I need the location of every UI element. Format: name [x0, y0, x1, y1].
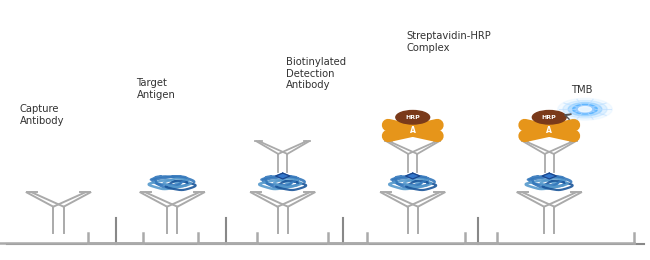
Polygon shape — [542, 173, 556, 179]
Text: HRP: HRP — [542, 115, 556, 120]
Circle shape — [576, 106, 594, 113]
Polygon shape — [406, 173, 420, 179]
Text: Streptavidin-HRP
Complex: Streptavidin-HRP Complex — [406, 31, 491, 53]
Circle shape — [396, 110, 430, 124]
Circle shape — [568, 102, 602, 116]
Circle shape — [558, 98, 612, 120]
Polygon shape — [276, 173, 290, 179]
Text: A: A — [546, 126, 552, 135]
Text: HRP: HRP — [406, 115, 420, 120]
Text: Target
Antigen: Target Antigen — [136, 78, 176, 100]
Text: Capture
Antibody: Capture Antibody — [20, 104, 64, 126]
Text: A: A — [410, 126, 416, 135]
Circle shape — [563, 100, 607, 118]
Text: Biotinylated
Detection
Antibody: Biotinylated Detection Antibody — [286, 57, 346, 90]
Circle shape — [532, 110, 566, 124]
Text: TMB: TMB — [571, 85, 593, 95]
Circle shape — [578, 107, 592, 112]
Circle shape — [573, 104, 597, 114]
